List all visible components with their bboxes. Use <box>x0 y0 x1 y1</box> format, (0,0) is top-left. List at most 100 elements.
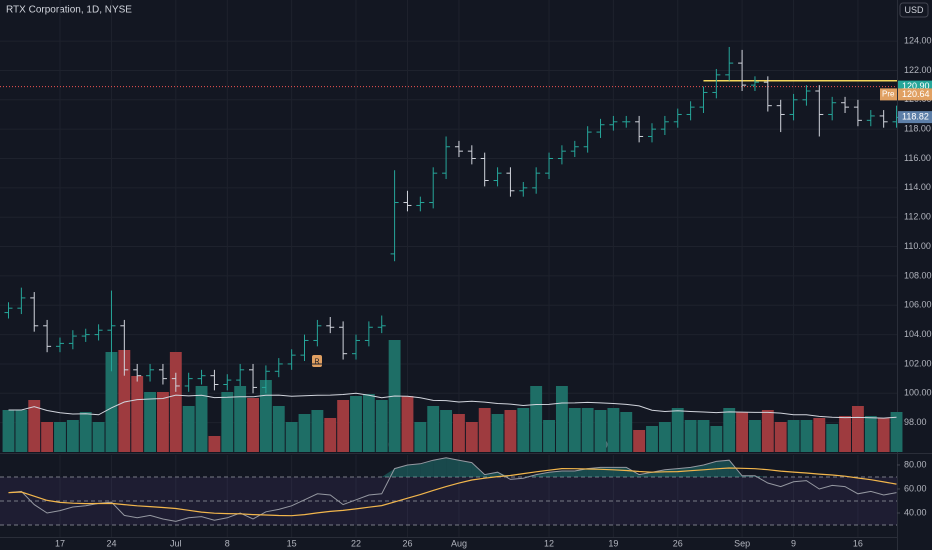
x-tick-label: 16 <box>853 538 863 548</box>
volume-bar <box>311 410 324 452</box>
price-label-box <box>898 88 932 101</box>
x-tick-label: Jul <box>170 538 182 548</box>
rsi-tick-label: 80.00 <box>904 459 927 469</box>
volume-bar <box>131 376 144 452</box>
volume-bar <box>723 408 736 452</box>
y-tick-label: 106.00 <box>904 300 932 310</box>
rsi-overbought-fill <box>523 474 537 477</box>
volume-bar <box>543 420 555 452</box>
volume-bar <box>504 410 517 452</box>
volume-ma <box>8 392 897 419</box>
x-tick-label: Sep <box>734 538 750 548</box>
y-tick-label: 116.00 <box>904 153 931 163</box>
volume-bar <box>401 396 414 452</box>
volume-bar <box>800 420 813 452</box>
volume-bar <box>787 420 800 452</box>
volume-bar <box>324 418 337 452</box>
volume-bar <box>350 396 362 452</box>
y-tick-label: 98.00 <box>904 417 927 427</box>
chart-title: RTX Corporation, 1D, NYSE <box>6 5 132 16</box>
volume-bar <box>594 410 607 452</box>
volume-bar <box>208 436 221 452</box>
volume-bar <box>247 398 259 452</box>
volume-bar <box>118 350 131 452</box>
rsi-overbought-fill <box>754 475 768 477</box>
volume-bar <box>105 352 118 452</box>
volume-bar <box>761 410 774 452</box>
volume-bar <box>491 414 504 452</box>
volume-bar <box>169 352 182 452</box>
volume-bar <box>195 386 208 452</box>
volume-bar <box>144 392 157 452</box>
volume-bar <box>890 412 903 452</box>
volume-bar <box>66 420 79 452</box>
x-tick-label: 26 <box>673 538 683 548</box>
rsi-overbought-fill <box>484 472 498 477</box>
rsi-overbought-fill <box>536 472 550 477</box>
volume-bar <box>182 406 195 452</box>
volume-bar <box>2 410 15 452</box>
y-tick-label: 104.00 <box>904 329 932 339</box>
volume-bar <box>813 418 826 452</box>
volume-bar <box>749 420 761 452</box>
x-tick-label: 24 <box>106 538 116 548</box>
price-label-box <box>898 111 932 124</box>
volume-bar <box>221 392 234 452</box>
volume-bar <box>453 414 465 452</box>
volume-bar <box>697 420 710 452</box>
volume-bar <box>15 410 28 452</box>
volume-bar <box>684 420 697 452</box>
x-tick-label: 9 <box>791 538 796 548</box>
price-prefix: Pre <box>882 90 895 99</box>
volume-bar <box>620 412 633 452</box>
volume-bar <box>736 412 749 452</box>
volume-bar <box>633 430 646 452</box>
x-tick-label: 8 <box>225 538 230 548</box>
currency[interactable]: USD <box>904 5 924 15</box>
volume-bar <box>41 422 54 452</box>
price-label: 118.82 <box>902 111 929 121</box>
currency-box[interactable] <box>899 2 929 18</box>
rsi-overbought-fill <box>407 463 421 477</box>
volume-bar <box>285 422 298 452</box>
price-prefix-box <box>880 88 897 101</box>
volume-bar <box>517 408 530 452</box>
volume-bar <box>646 426 658 452</box>
volume-bar <box>607 408 620 452</box>
rsi-ma <box>8 467 897 517</box>
y-tick-label: 124.00 <box>904 35 932 45</box>
rsi-overbought-fill <box>626 467 640 477</box>
volume-bar <box>581 408 594 452</box>
rsi-overbought-fill <box>433 457 447 477</box>
y-tick-label: 112.00 <box>904 212 931 222</box>
volume-bar <box>79 412 92 452</box>
x-tick-label: 17 <box>55 538 65 548</box>
volume-bar <box>337 400 350 452</box>
rsi-overbought-fill <box>561 470 575 477</box>
volume-bar <box>851 406 864 452</box>
volume-bar <box>92 422 105 452</box>
rsi-tick-label: 60.00 <box>904 483 927 493</box>
rsi-overbought-fill <box>549 470 562 477</box>
y-tick-label: 118.00 <box>904 124 931 134</box>
volume-bar <box>28 400 41 452</box>
volume-bar <box>54 422 66 452</box>
volume-bar <box>157 392 169 452</box>
volume-bar <box>671 408 684 452</box>
rsi-overbought-fill <box>446 457 459 477</box>
rsi-overbought-fill <box>420 460 434 477</box>
volume-bar <box>710 426 723 452</box>
x-tick-label: 15 <box>287 538 297 548</box>
volume-bar <box>478 408 491 452</box>
y-tick-label: 108.00 <box>904 270 932 280</box>
volume-bar <box>427 406 440 452</box>
volume-bar <box>362 394 375 452</box>
event-label[interactable]: R <box>314 358 319 365</box>
volume-bar <box>414 422 427 452</box>
volume-bar <box>440 410 453 452</box>
volume-bar <box>658 422 671 452</box>
x-tick-label: Aug <box>451 538 467 548</box>
volume-bar <box>259 380 272 452</box>
volume-bar <box>568 408 581 452</box>
